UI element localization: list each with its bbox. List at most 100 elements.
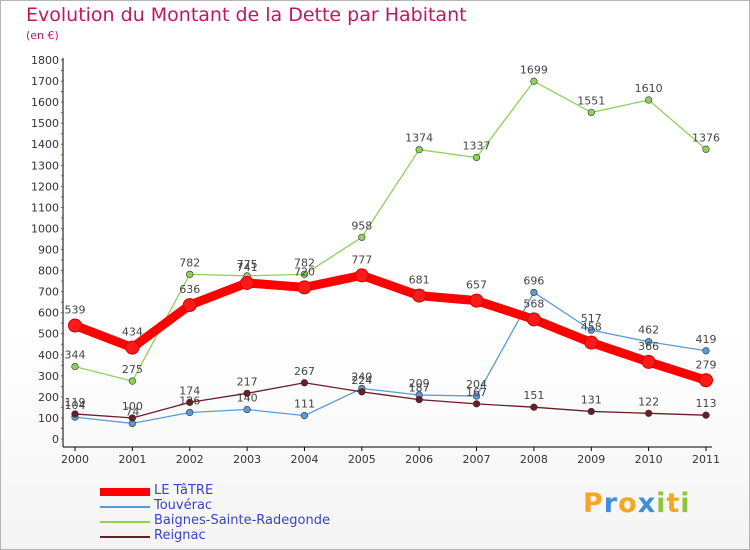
y-tick-label: 900 xyxy=(38,244,59,257)
data-label: 958 xyxy=(351,219,372,232)
data-point xyxy=(71,362,79,371)
data-label: 204 xyxy=(466,378,487,391)
data-point xyxy=(645,96,653,104)
data-label: 741 xyxy=(237,261,258,274)
data-point xyxy=(587,407,595,416)
data-label: 568 xyxy=(523,297,544,310)
y-tick-label: 1200 xyxy=(31,180,59,193)
data-point xyxy=(702,145,710,153)
logo-letter: r xyxy=(603,488,619,519)
data-point xyxy=(186,270,194,278)
data-point xyxy=(415,396,423,404)
logo-letter: i xyxy=(680,488,691,519)
data-label: 1376 xyxy=(692,131,720,144)
data-point xyxy=(354,268,369,283)
y-tick-label: 600 xyxy=(38,307,59,320)
x-tick-label: 2007 xyxy=(463,453,491,466)
chart-title: Evolution du Montant de la Dette par Hab… xyxy=(26,4,467,26)
chart-unit-label: (en €) xyxy=(26,29,59,42)
data-point xyxy=(699,373,713,388)
legend-label: Reignac xyxy=(154,528,206,543)
data-label: 119 xyxy=(65,396,86,409)
y-tick-label: 1400 xyxy=(31,138,59,151)
y-tick-label: 500 xyxy=(38,328,59,341)
logo-letter: P xyxy=(583,488,604,519)
data-point xyxy=(300,270,309,278)
data-label: 167 xyxy=(466,386,487,399)
x-tick-label: 2010 xyxy=(635,453,663,466)
legend-label: Touvérac xyxy=(154,498,213,513)
data-label: 224 xyxy=(351,374,372,387)
data-label: 174 xyxy=(179,384,200,397)
data-point xyxy=(68,318,82,333)
legend-item: Touvérac xyxy=(100,498,400,514)
data-point xyxy=(71,410,79,418)
data-label: 636 xyxy=(179,283,200,296)
data-point xyxy=(186,408,194,417)
data-label: 1551 xyxy=(577,94,605,107)
data-label: 720 xyxy=(294,265,315,278)
data-label: 151 xyxy=(523,389,544,402)
data-point xyxy=(584,335,599,350)
data-point xyxy=(587,108,595,117)
data-label: 1374 xyxy=(405,132,433,145)
data-point xyxy=(358,388,366,396)
data-label: 111 xyxy=(294,398,315,411)
legend-label: Baignes-Sainte-Radegonde xyxy=(154,513,330,528)
data-label: 434 xyxy=(122,326,143,339)
series-line-baignes-sainte-radegonde xyxy=(74,80,707,382)
data-label: 217 xyxy=(237,375,258,388)
data-label: 279 xyxy=(696,358,717,371)
data-label: 187 xyxy=(409,382,430,395)
data-point xyxy=(182,298,197,313)
data-label: 775 xyxy=(237,258,258,271)
legend-swatch xyxy=(100,488,150,496)
data-label: 681 xyxy=(409,274,430,287)
data-label: 366 xyxy=(638,340,659,353)
data-point xyxy=(641,354,656,369)
y-tick-label: 1300 xyxy=(31,159,59,172)
data-point xyxy=(128,377,136,385)
data-point xyxy=(297,280,312,295)
logo-letter: x xyxy=(637,488,657,519)
data-label: 696 xyxy=(523,274,544,287)
data-point xyxy=(300,412,309,420)
legend-label: LE TâTRE xyxy=(154,483,214,498)
x-tick-label: 2004 xyxy=(290,453,318,466)
data-point xyxy=(702,347,710,355)
y-tick-label: 1500 xyxy=(31,117,59,130)
data-point xyxy=(415,146,423,154)
data-label: 240 xyxy=(351,370,372,383)
data-point xyxy=(300,379,309,387)
legend-item: Baignes-Sainte-Radegonde xyxy=(100,513,400,529)
data-label: 782 xyxy=(294,256,315,269)
data-label: 539 xyxy=(65,304,86,317)
series-line-reignac xyxy=(74,382,707,419)
x-tick-label: 2003 xyxy=(233,453,261,466)
data-label: 100 xyxy=(122,400,143,413)
x-tick-label: 2009 xyxy=(577,453,605,466)
series-line-le-tatre xyxy=(70,270,711,385)
data-label: 1699 xyxy=(520,63,548,76)
y-tick-label: 1000 xyxy=(31,222,59,235)
chart-legend: LE TâTRE Touvérac Baignes-Sainte-Radegonde… xyxy=(100,483,400,544)
x-tick-label: 2000 xyxy=(61,453,89,466)
data-label: 104 xyxy=(65,399,86,412)
y-tick-label: 1600 xyxy=(31,96,59,109)
legend-swatch xyxy=(100,521,150,523)
data-label: 122 xyxy=(638,395,659,408)
data-label: 275 xyxy=(122,363,143,376)
data-label: 517 xyxy=(581,312,602,325)
data-label: 419 xyxy=(696,333,717,346)
data-point xyxy=(412,288,427,303)
data-label: 782 xyxy=(179,256,200,269)
data-point xyxy=(125,340,140,355)
y-tick-label: 1700 xyxy=(31,75,59,88)
data-label: 74 xyxy=(125,405,139,418)
data-label: 1610 xyxy=(635,82,663,95)
data-point xyxy=(472,400,481,408)
x-tick-label: 2006 xyxy=(405,453,433,466)
x-tick-label: 2005 xyxy=(348,453,376,466)
